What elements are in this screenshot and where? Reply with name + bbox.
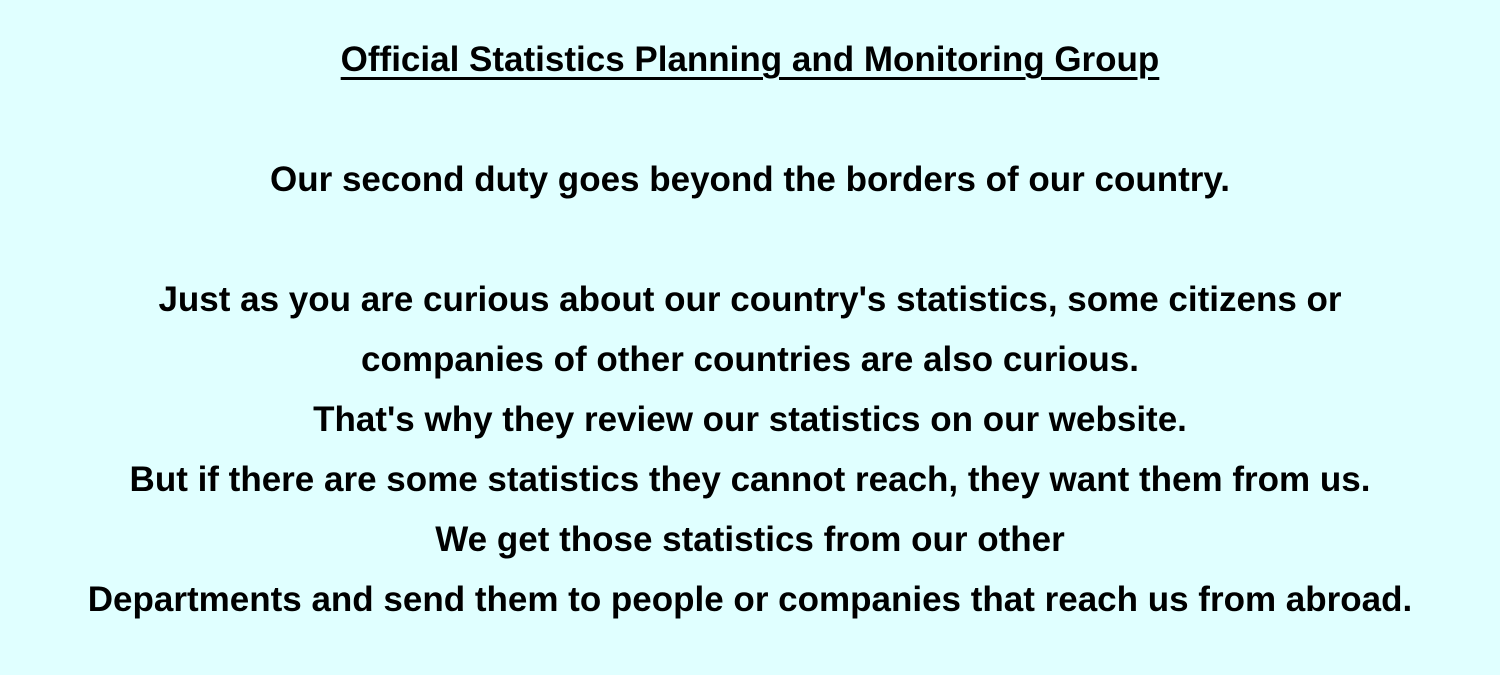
page-heading-text: Official Statistics Planning and Monitor… xyxy=(340,40,1160,79)
body-line-2: companies of other countries are also cu… xyxy=(361,340,1139,379)
page-heading: Official Statistics Planning and Monitor… xyxy=(0,38,1500,82)
intro-text: Our second duty goes beyond the borders … xyxy=(270,160,1230,199)
body-text: Just as you are curious about our countr… xyxy=(0,278,1500,638)
body-line-5: We get those statistics from our other xyxy=(435,520,1065,559)
body-line-4: But if there are some statistics they ca… xyxy=(129,460,1371,499)
body-line-6: Departments and send them to people or c… xyxy=(87,580,1413,619)
body-line-1: Just as you are curious about our countr… xyxy=(158,280,1342,319)
body-line-3: That's why they review our statistics on… xyxy=(313,400,1187,439)
